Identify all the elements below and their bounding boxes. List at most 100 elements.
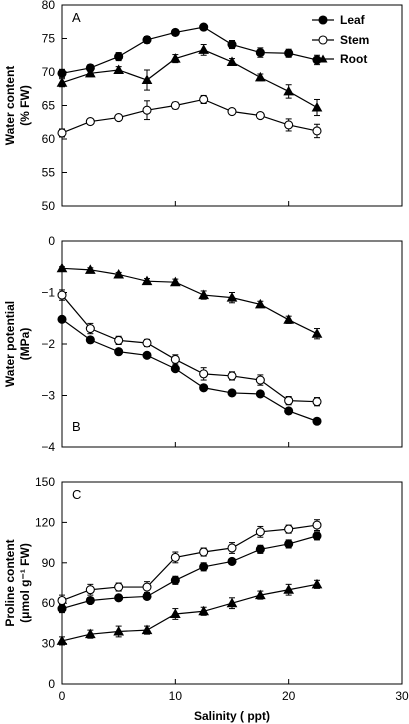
data-point xyxy=(255,527,265,537)
data-point xyxy=(114,582,124,592)
y-tick-label: 50 xyxy=(42,199,56,213)
y-tick-label: 150 xyxy=(35,475,55,489)
data-point xyxy=(255,111,265,121)
series-root xyxy=(56,262,323,340)
data-point xyxy=(284,406,294,416)
series-leaf xyxy=(57,531,322,614)
series-root xyxy=(56,44,323,117)
data-point xyxy=(57,128,67,138)
series-line xyxy=(61,49,318,109)
y-tick-label: 90 xyxy=(42,556,56,570)
data-point xyxy=(57,314,67,324)
data-point xyxy=(170,354,180,365)
y-axis-label-line: (% FW) xyxy=(18,85,32,126)
y-axis-label: Water potential(MPa) xyxy=(3,301,32,387)
y-tick-label: 60 xyxy=(42,596,56,610)
y-tick-label: −3 xyxy=(41,389,55,403)
legend-entry-leaf: Leaf xyxy=(312,13,366,27)
series-line xyxy=(61,294,318,403)
data-point xyxy=(114,593,124,603)
data-point xyxy=(227,543,237,553)
data-point xyxy=(226,56,238,66)
series-line xyxy=(61,26,318,74)
data-point xyxy=(312,126,322,136)
data-point xyxy=(169,276,181,287)
data-point xyxy=(255,48,265,58)
series-stem xyxy=(57,519,322,607)
data-point xyxy=(142,350,152,360)
data-point xyxy=(312,531,322,541)
y-tick-label: 0 xyxy=(48,234,55,248)
data-point xyxy=(199,94,209,105)
data-point xyxy=(114,52,124,62)
panel-c: 0 30 60 90 120 150 0 10 20 30 Proline content(μmol… xyxy=(3,475,409,703)
series-line xyxy=(61,318,318,422)
series-leaf xyxy=(57,22,322,78)
y-tick-label: −2 xyxy=(41,337,55,351)
legend-label: Stem xyxy=(340,33,369,47)
data-point xyxy=(142,582,152,592)
legend-label: Leaf xyxy=(340,13,366,27)
data-point xyxy=(283,85,295,96)
x-axis-label: Salinity ( ppt) xyxy=(194,709,270,723)
y-tick-label: 65 xyxy=(42,99,56,113)
data-point xyxy=(312,520,322,530)
data-point xyxy=(170,27,180,38)
data-point xyxy=(255,544,265,554)
y-axis-label-line: Water potential xyxy=(3,301,17,387)
data-point xyxy=(199,383,209,393)
data-point xyxy=(198,289,210,300)
legend-marker xyxy=(318,35,328,45)
data-point xyxy=(198,605,210,616)
data-point xyxy=(227,106,237,117)
y-tick-label: 75 xyxy=(42,32,56,46)
y-axis-label: Water content(% FW) xyxy=(3,66,32,146)
legend: Leaf Stem Root xyxy=(312,13,369,66)
legend-marker xyxy=(318,15,328,25)
data-point xyxy=(170,575,180,585)
data-point xyxy=(199,22,209,32)
legend-entry-stem: Stem xyxy=(312,33,369,47)
series-stem xyxy=(57,289,322,407)
series-line xyxy=(61,535,318,610)
data-point xyxy=(169,608,181,618)
data-point xyxy=(57,68,67,78)
data-point xyxy=(311,101,323,112)
data-point xyxy=(85,585,95,595)
series-line xyxy=(61,524,318,602)
data-point xyxy=(284,524,294,534)
data-point xyxy=(311,328,323,338)
x-tick-label: 30 xyxy=(395,689,409,703)
data-point xyxy=(227,39,237,50)
x-tick-label: 20 xyxy=(282,689,296,703)
data-point xyxy=(227,556,237,567)
data-point xyxy=(227,371,237,381)
data-point xyxy=(56,635,68,645)
panel-a: 50 55 60 65 70 75 80 Water content(% FW) A xyxy=(3,0,403,213)
plot-frame xyxy=(61,481,403,685)
y-tick-label: 0 xyxy=(48,677,55,691)
data-point xyxy=(142,35,152,45)
data-point xyxy=(141,275,153,286)
y-tick-label: 55 xyxy=(42,166,56,180)
panel-label: C xyxy=(72,487,81,502)
data-point xyxy=(255,375,265,385)
legend-entry-root: Root xyxy=(312,52,367,66)
data-point xyxy=(85,335,95,345)
plot-frame xyxy=(61,240,403,448)
y-axis-label-line: Water content xyxy=(3,66,17,146)
data-point xyxy=(142,105,152,115)
data-point xyxy=(113,625,125,636)
data-point xyxy=(254,589,266,600)
y-axis-label-line: (MPa) xyxy=(18,328,32,361)
series-line xyxy=(61,583,318,642)
data-point xyxy=(311,578,323,589)
data-point xyxy=(255,389,265,399)
y-tick-label: −1 xyxy=(41,286,55,300)
data-point xyxy=(254,71,266,82)
data-point xyxy=(57,290,67,300)
y-axis-label-line: Proline content xyxy=(3,539,17,626)
data-point xyxy=(141,624,153,635)
data-point xyxy=(142,338,152,348)
data-point xyxy=(226,597,238,608)
